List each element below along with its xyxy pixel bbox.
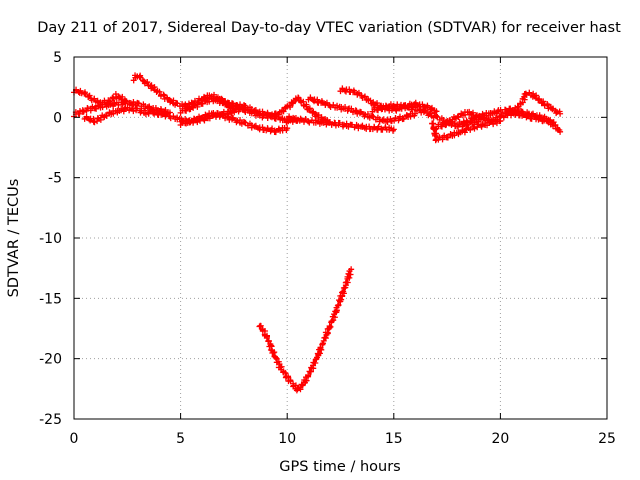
y-tick-label: -10 [39, 231, 62, 247]
x-tick-label: 0 [70, 431, 79, 447]
data-markers [220, 94, 333, 127]
series-pass-7 [177, 110, 291, 136]
x-tick-label: 10 [278, 431, 296, 447]
data-markers [256, 266, 355, 394]
series-pass-13 [429, 117, 504, 144]
y-tick-label: 0 [53, 110, 62, 126]
x-tick-label: 20 [491, 431, 509, 447]
series-pass-8 [220, 94, 333, 127]
series-pass-11 [284, 113, 397, 134]
series-pass-9 [305, 94, 419, 125]
series-group [71, 72, 564, 394]
y-tick-label: -25 [39, 412, 62, 428]
x-tick-label: 25 [598, 431, 616, 447]
y-tick-label: -15 [39, 291, 62, 307]
data-markers [454, 105, 564, 135]
y-tick-label: 5 [53, 50, 62, 66]
series-pass-16 [508, 89, 564, 119]
x-tick-label: 5 [176, 431, 185, 447]
y-axis-label: SDTVAR / TECUs [6, 179, 22, 298]
data-markers [81, 104, 152, 126]
y-tick-label: -5 [48, 171, 62, 187]
data-markers [508, 89, 564, 119]
series-pass-17 [256, 266, 355, 394]
data-markers [71, 86, 129, 108]
data-markers [305, 94, 419, 125]
series-pass-15 [454, 105, 564, 135]
x-axis-label: GPS time / hours [279, 459, 400, 475]
data-markers [284, 113, 397, 134]
series-pass-2 [71, 86, 129, 108]
series-pass-3 [81, 104, 152, 126]
data-markers [177, 110, 291, 136]
ticks: 0 5 10 15 20 25 5 0 -5 -10 -15 -20 -25 [39, 50, 616, 447]
x-tick-label: 15 [385, 431, 403, 447]
chart-title: Day 211 of 2017, Sidereal Day-to-day VTE… [37, 20, 621, 36]
data-markers [429, 117, 504, 144]
y-tick-label: -20 [39, 352, 62, 368]
